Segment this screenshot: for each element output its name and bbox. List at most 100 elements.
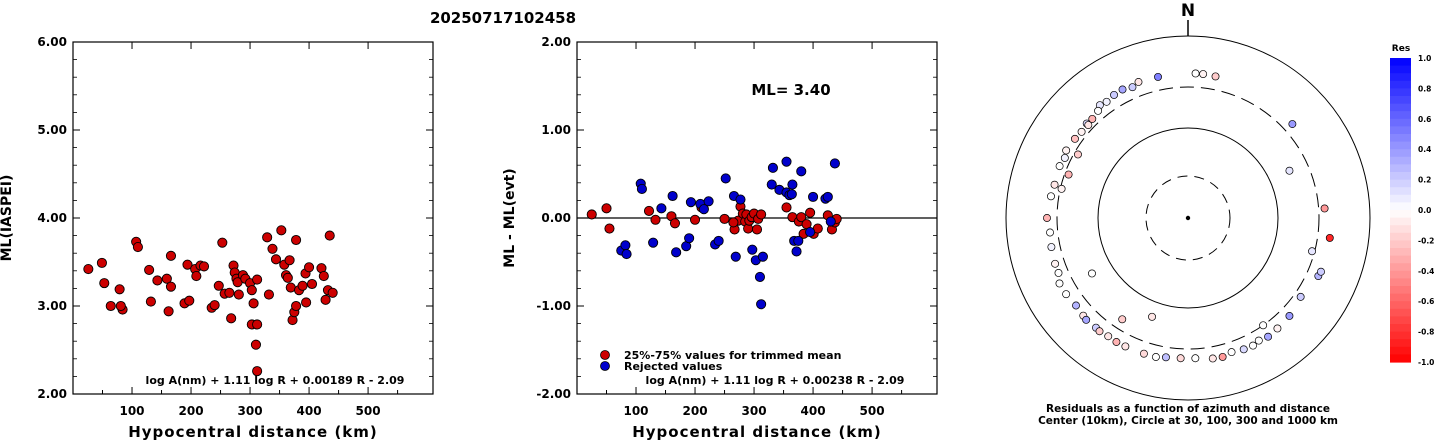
azimuth-station-point	[1161, 353, 1170, 362]
colorbar-segment	[1390, 301, 1411, 310]
ml-station-point	[99, 278, 110, 289]
azimuth-station-point	[1084, 121, 1093, 129]
ml-station-point	[182, 259, 193, 270]
ml-station-point	[291, 234, 302, 246]
ml-station-point	[263, 289, 274, 300]
colorbar-segment	[1390, 88, 1411, 97]
colorbar-segment	[1390, 210, 1411, 219]
residual-y-tick-label: -2.00	[536, 387, 571, 401]
residual-station-point	[621, 249, 632, 260]
north-label: N	[1181, 1, 1195, 21]
colorbar-segment	[1390, 331, 1411, 340]
ml-station-point	[285, 282, 296, 293]
colorbar-segment	[1390, 179, 1411, 188]
azimuth-station-point	[1046, 228, 1054, 237]
azimuth-residual-panel: N Residuals as a function of azimuth and…	[1005, 1, 1434, 427]
azimuth-station-point	[1055, 279, 1064, 288]
azimuth-station-point	[1055, 162, 1064, 171]
ml-station-point	[83, 263, 94, 275]
azimuth-station-point	[1062, 290, 1071, 299]
azimuth-station-point	[1191, 354, 1200, 363]
colorbar-segment	[1390, 187, 1411, 196]
ml-station-point	[114, 284, 125, 295]
azimuth-station-point	[1325, 233, 1334, 242]
ml-formula-label: log A(nm) + 1.11 log R + 0.00189 R - 2.0…	[146, 374, 405, 387]
colorbar-segment	[1390, 118, 1411, 127]
colorbar-segment	[1390, 65, 1411, 74]
azimuth-station-point	[1227, 348, 1236, 357]
azimuth-station-point	[1128, 83, 1137, 92]
ml-station-point	[270, 254, 282, 265]
azimuth-station-point	[1285, 312, 1294, 320]
ml-station-point	[191, 271, 202, 282]
azimuth-station-point	[1273, 324, 1282, 333]
residual-y-tick-label: -1.00	[536, 299, 571, 313]
colorbar-tick-label: -1.0	[1418, 358, 1434, 367]
azimuth-station-point	[1051, 259, 1060, 268]
colorbar-segment	[1390, 96, 1411, 105]
azimuth-station-point	[1110, 90, 1118, 99]
colorbar-segment	[1390, 141, 1411, 150]
azimuth-station-point	[1072, 301, 1080, 310]
azimuth-station-point	[1057, 184, 1066, 193]
ml-station-point	[320, 294, 331, 305]
azimuth-station-point	[1047, 243, 1056, 251]
colorbar-segment	[1390, 164, 1411, 173]
residual-colorbar	[1390, 58, 1411, 363]
residual-station-point	[669, 218, 681, 229]
residual-x-tick-label: 200	[683, 404, 708, 418]
epicenter-dot	[1185, 215, 1191, 221]
ml-station-point	[145, 296, 156, 307]
colorbar-tick-label: 0.8	[1418, 84, 1431, 93]
residual-station-point	[756, 299, 767, 310]
residual-station-point	[747, 244, 758, 255]
residual-formula-label: log A(nm) + 1.11 log R + 0.00238 R - 2.0…	[646, 374, 905, 387]
azimuth-station-point	[1285, 166, 1294, 175]
residual-station-point	[805, 227, 816, 238]
colorbar-tick-label: 0.2	[1418, 176, 1431, 185]
residual-station-point	[648, 237, 659, 248]
colorbar-segment	[1390, 73, 1411, 82]
residual-station-point	[796, 212, 807, 223]
azimuth-station-point	[1176, 354, 1185, 363]
ml-value-annotation: ML= 3.40	[751, 81, 830, 99]
residual-station-point	[829, 158, 840, 169]
ml-x-tick-label: 300	[238, 404, 263, 418]
ml-station-point	[252, 319, 263, 330]
ml-station-point	[284, 255, 295, 266]
azimuth-station-point	[1060, 153, 1069, 162]
residual-station-point	[601, 203, 612, 214]
colorbar-segment	[1390, 126, 1411, 135]
ml-station-point	[250, 339, 262, 350]
colorbar-segment	[1390, 58, 1411, 67]
residual-station-point	[671, 247, 682, 258]
azimuth-station-point	[1050, 180, 1059, 189]
colorbar-tick-label: -0.6	[1418, 297, 1434, 306]
residual-station-point	[650, 214, 661, 225]
circle-30km	[1145, 175, 1231, 261]
ml-station-point	[198, 261, 210, 272]
ml-station-point	[213, 280, 224, 291]
colorbar-title: Res	[1392, 44, 1410, 54]
residual-station-point	[689, 214, 701, 225]
colorbar-segment	[1390, 232, 1411, 241]
azimuth-station-point	[1102, 97, 1111, 106]
colorbar-segment	[1390, 134, 1411, 143]
ml-station-point	[267, 243, 278, 254]
residual-station-point	[604, 223, 615, 234]
residual-station-point	[781, 202, 792, 213]
colorbar-segment	[1390, 263, 1411, 272]
residual-station-point	[656, 203, 667, 214]
ml-station-point	[105, 300, 116, 312]
azimuth-station-point	[1070, 134, 1079, 143]
ml-station-point	[217, 237, 228, 248]
ml-station-point	[306, 278, 318, 290]
ml-y-tick-label: 4.00	[37, 211, 67, 225]
colorbar-segment	[1390, 217, 1411, 226]
colorbar-segment	[1390, 324, 1411, 333]
ml-station-point	[144, 264, 155, 275]
ml-x-tick-label: 100	[119, 404, 144, 418]
legend-marker-trimmed	[600, 350, 610, 360]
ml-vs-distance-panel: 100 200 300 400 500 2.00 3.00 4.00 5.00 6.00 log …	[0, 35, 434, 441]
residual-station-point	[620, 240, 631, 251]
